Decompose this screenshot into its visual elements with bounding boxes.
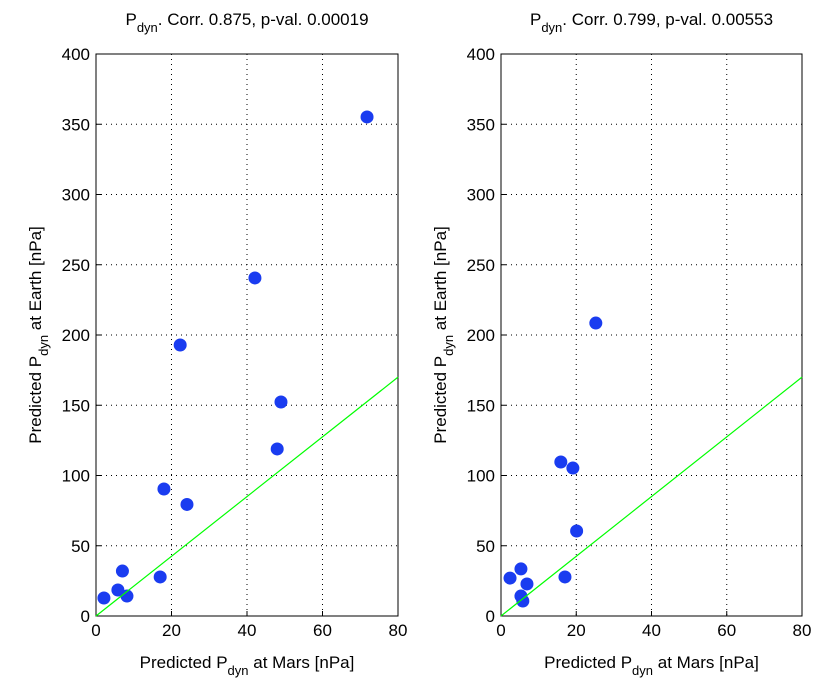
y-tick-label: 300 bbox=[467, 186, 495, 205]
reference-line bbox=[95, 376, 399, 617]
y-tick-label: 50 bbox=[71, 537, 90, 556]
y-tick-label: 100 bbox=[62, 467, 90, 486]
y-tick-label: 100 bbox=[467, 467, 495, 486]
reference-line bbox=[500, 376, 803, 617]
point bbox=[180, 497, 194, 511]
y-tick-label: 150 bbox=[62, 396, 90, 415]
y-tick-label: 350 bbox=[62, 115, 90, 134]
y-axis-label-rest: at Earth [nPa] bbox=[26, 226, 45, 335]
x-tick-label: 0 bbox=[496, 621, 505, 640]
y-tick-label: 250 bbox=[467, 256, 495, 275]
point bbox=[173, 338, 187, 352]
chart-title-sub: dyn bbox=[137, 20, 158, 35]
x-axis-label-main: Predicted P bbox=[544, 653, 632, 672]
point bbox=[97, 591, 111, 605]
point bbox=[274, 395, 288, 409]
point bbox=[270, 442, 284, 456]
point bbox=[558, 570, 572, 584]
y-axis-label-rest: at Earth [nPa] bbox=[431, 226, 450, 335]
x-axis-label-main: Predicted P bbox=[140, 653, 228, 672]
y-tick-label: 150 bbox=[467, 396, 495, 415]
point bbox=[248, 271, 262, 285]
x-axis-label-rest: at Mars [nPa] bbox=[249, 653, 355, 672]
x-tick-label: 20 bbox=[567, 621, 586, 640]
chart-title-main: P bbox=[125, 10, 136, 29]
chart-title-main: P bbox=[530, 10, 541, 29]
x-axis-label: Predicted Pdyn at Mars [nPa] bbox=[544, 653, 759, 678]
point bbox=[153, 570, 167, 584]
point bbox=[503, 571, 517, 585]
y-tick-label: 250 bbox=[62, 256, 90, 275]
x-axis-label: Predicted Pdyn at Mars [nPa] bbox=[140, 653, 355, 678]
point bbox=[360, 110, 374, 124]
x-tick-label: 80 bbox=[389, 621, 408, 640]
y-tick-label: 50 bbox=[476, 537, 495, 556]
axes-frame bbox=[500, 53, 803, 617]
y-tick-label: 0 bbox=[486, 607, 495, 626]
x-tick-label: 60 bbox=[313, 621, 332, 640]
point bbox=[514, 562, 528, 576]
y-tick-label: 200 bbox=[467, 326, 495, 345]
x-tick-label: 20 bbox=[162, 621, 181, 640]
y-tick-label: 0 bbox=[81, 607, 90, 626]
y-tick-label: 400 bbox=[467, 45, 495, 64]
chart-title-rest: . Corr. 0.799, p-val. 0.00553 bbox=[562, 10, 773, 29]
x-tick-label: 40 bbox=[238, 621, 257, 640]
chart-title-sub: dyn bbox=[541, 20, 562, 35]
y-tick-label: 400 bbox=[62, 45, 90, 64]
y-axis-label-main: Predicted P bbox=[26, 356, 45, 444]
point bbox=[566, 461, 580, 475]
y-axis-label: Predicted Pdyn at Earth [nPa] bbox=[26, 226, 51, 444]
point bbox=[589, 316, 603, 330]
point bbox=[516, 594, 530, 608]
x-tick-label: 60 bbox=[717, 621, 736, 640]
point bbox=[115, 564, 129, 578]
axes-frame bbox=[95, 53, 399, 617]
point bbox=[554, 455, 568, 469]
chart-title: Pdyn. Corr. 0.875, p-val. 0.00019 bbox=[125, 10, 368, 35]
point bbox=[520, 577, 534, 591]
point bbox=[120, 589, 134, 603]
x-tick-label: 80 bbox=[793, 621, 812, 640]
chart-title-rest: . Corr. 0.875, p-val. 0.00019 bbox=[158, 10, 369, 29]
y-axis-label-main: Predicted P bbox=[431, 356, 450, 444]
y-tick-label: 350 bbox=[467, 115, 495, 134]
x-tick-label: 40 bbox=[642, 621, 661, 640]
x-axis-label-rest: at Mars [nPa] bbox=[653, 653, 759, 672]
x-axis-label-sub: dyn bbox=[228, 663, 249, 678]
y-axis-label-sub: dyn bbox=[36, 335, 51, 356]
chart-title: Pdyn. Corr. 0.799, p-val. 0.00553 bbox=[530, 10, 773, 35]
point bbox=[157, 482, 171, 496]
y-tick-label: 300 bbox=[62, 186, 90, 205]
point bbox=[570, 524, 584, 538]
y-axis-label: Predicted Pdyn at Earth [nPa] bbox=[431, 226, 456, 444]
y-tick-label: 200 bbox=[62, 326, 90, 345]
x-tick-label: 0 bbox=[91, 621, 100, 640]
x-axis-label-sub: dyn bbox=[632, 663, 653, 678]
y-axis-label-sub: dyn bbox=[441, 335, 456, 356]
